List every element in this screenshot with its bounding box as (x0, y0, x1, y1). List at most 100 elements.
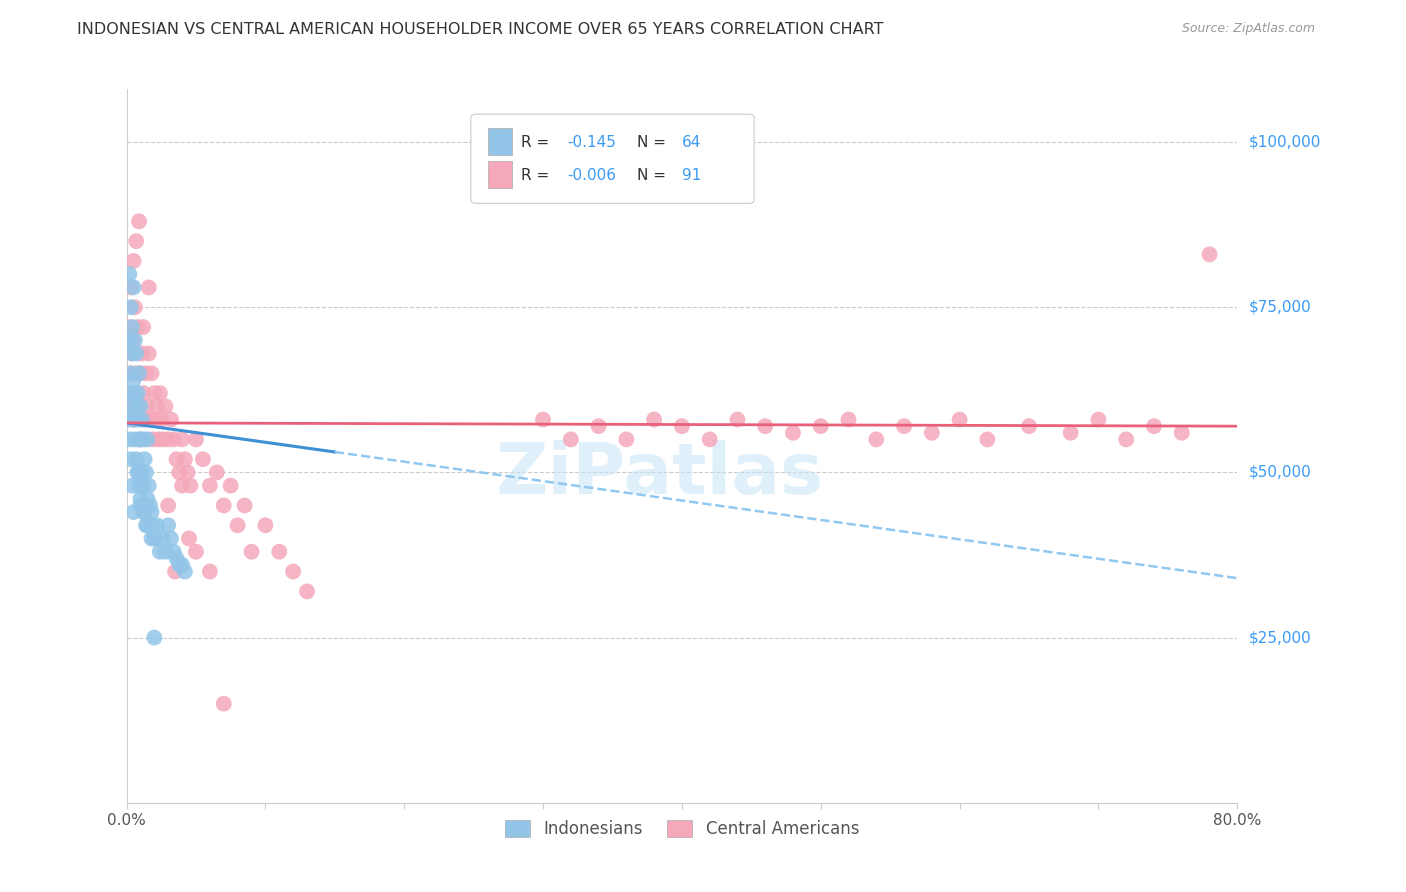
Point (893, 419, 915, 434)
Point (135, 466, 157, 480)
Text: $50,000: $50,000 (1249, 465, 1312, 480)
Point (177, 532, 200, 546)
Point (124, 300, 146, 314)
Point (138, 478, 160, 492)
Text: R =: R = (520, 136, 554, 150)
Point (125, 400, 148, 414)
Text: Source: ZipAtlas.com: Source: ZipAtlas.com (1181, 22, 1315, 36)
Point (145, 532, 167, 546)
Point (118, 320, 141, 334)
Point (129, 367, 152, 381)
Point (184, 433, 207, 447)
Point (1198, 247, 1220, 261)
Point (129, 433, 152, 447)
Point (205, 466, 228, 480)
Point (136, 518, 159, 533)
Point (143, 386, 166, 401)
Point (152, 433, 174, 447)
Point (145, 412, 167, 426)
Point (254, 518, 277, 533)
Point (614, 433, 637, 447)
Text: R =: R = (520, 168, 554, 183)
Point (560, 433, 582, 447)
Point (146, 400, 169, 414)
Point (146, 518, 169, 533)
Point (138, 346, 160, 360)
Point (127, 466, 149, 480)
Point (212, 697, 235, 711)
Point (149, 545, 172, 559)
Point (128, 433, 150, 447)
Point (125, 452, 148, 467)
Point (184, 545, 207, 559)
Point (135, 518, 157, 533)
Point (131, 412, 153, 426)
Point (127, 320, 149, 334)
Point (136, 400, 159, 414)
Point (125, 367, 148, 381)
Point (121, 346, 143, 360)
Point (176, 466, 198, 480)
Point (129, 491, 152, 506)
Point (136, 433, 159, 447)
Point (699, 433, 721, 447)
Point (143, 631, 166, 645)
Point (531, 412, 554, 426)
Point (121, 346, 143, 360)
Point (191, 452, 214, 467)
Text: 91: 91 (682, 168, 702, 183)
Point (152, 532, 174, 546)
Point (141, 367, 163, 381)
Text: ZiPatlas: ZiPatlas (496, 440, 824, 509)
Point (169, 466, 191, 480)
Point (295, 584, 318, 599)
Point (127, 466, 149, 480)
Point (139, 499, 162, 513)
Point (838, 412, 860, 426)
Point (157, 433, 180, 447)
Point (118, 267, 141, 281)
Point (134, 412, 156, 426)
Point (782, 425, 804, 440)
Point (233, 499, 256, 513)
Point (155, 400, 177, 414)
Point (810, 419, 832, 434)
Point (124, 412, 146, 426)
Point (120, 433, 142, 447)
Point (142, 518, 165, 533)
Point (118, 333, 141, 347)
Point (124, 333, 146, 347)
Point (160, 412, 183, 426)
Point (139, 412, 162, 426)
Point (179, 478, 201, 492)
Text: $25,000: $25,000 (1249, 630, 1312, 645)
Point (169, 558, 191, 572)
Text: 64: 64 (682, 136, 702, 150)
Point (141, 532, 163, 546)
Point (128, 367, 150, 381)
Point (269, 545, 291, 559)
Point (122, 412, 145, 426)
Point (865, 433, 887, 447)
Point (120, 452, 142, 467)
Point (157, 518, 180, 533)
Point (240, 545, 263, 559)
Point (172, 478, 194, 492)
Point (124, 386, 146, 401)
Point (172, 433, 194, 447)
Point (125, 234, 148, 248)
Point (122, 505, 145, 519)
Point (173, 565, 195, 579)
Point (128, 214, 150, 228)
Point (172, 558, 194, 572)
Point (226, 518, 249, 533)
Point (173, 452, 195, 467)
Point (120, 367, 142, 381)
Text: $100,000: $100,000 (1249, 135, 1320, 150)
Point (150, 412, 173, 426)
Point (141, 505, 163, 519)
Point (136, 491, 159, 506)
Point (166, 452, 188, 467)
Point (1115, 433, 1137, 447)
Point (135, 367, 157, 381)
